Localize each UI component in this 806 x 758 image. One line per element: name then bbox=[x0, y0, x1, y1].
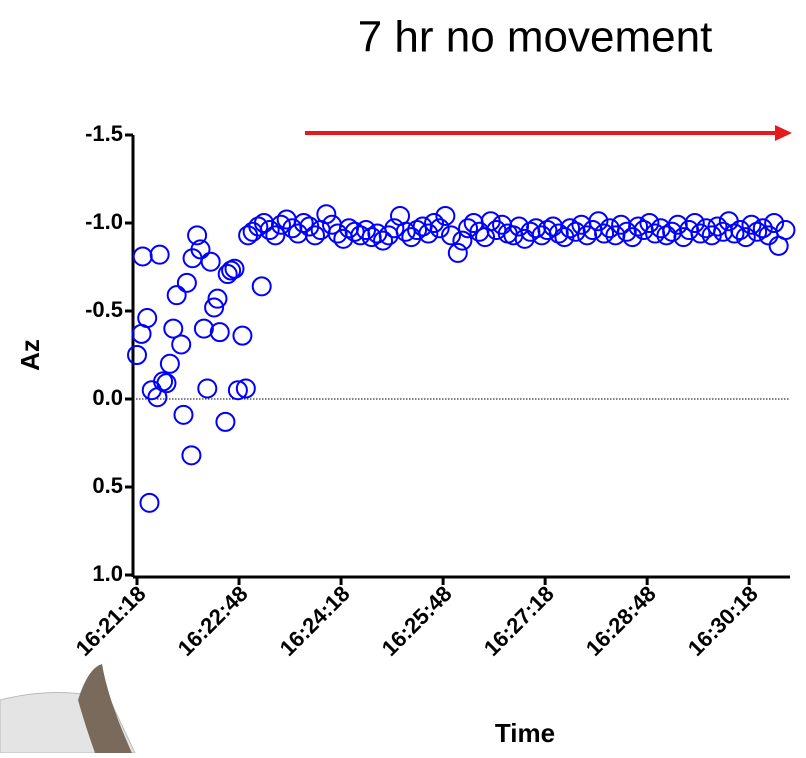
point bbox=[251, 276, 272, 297]
point bbox=[127, 345, 147, 365]
point bbox=[235, 378, 256, 399]
point bbox=[176, 272, 197, 293]
point bbox=[207, 288, 228, 309]
point bbox=[741, 214, 762, 235]
point bbox=[452, 230, 473, 251]
point bbox=[209, 322, 230, 343]
point bbox=[684, 213, 705, 233]
point bbox=[594, 223, 615, 244]
y-tick-label: -1.5 bbox=[85, 121, 123, 146]
point bbox=[424, 213, 445, 233]
x-axis-label: Time bbox=[495, 718, 555, 748]
point bbox=[265, 225, 286, 246]
point bbox=[560, 218, 581, 239]
point bbox=[190, 239, 211, 260]
point bbox=[193, 318, 214, 339]
point bbox=[747, 221, 768, 242]
y-tick-label: 0.5 bbox=[92, 473, 123, 498]
chart-title: 7 hr no movement bbox=[358, 13, 713, 62]
point bbox=[373, 230, 394, 251]
point bbox=[137, 308, 158, 329]
point bbox=[384, 218, 405, 239]
point bbox=[248, 216, 269, 237]
point bbox=[537, 220, 558, 241]
point bbox=[764, 213, 785, 233]
point bbox=[171, 334, 192, 355]
point bbox=[217, 264, 238, 285]
point bbox=[356, 220, 377, 241]
y-tick-label: -1.0 bbox=[85, 209, 123, 234]
point bbox=[187, 225, 208, 246]
point bbox=[628, 216, 649, 237]
point bbox=[159, 353, 180, 374]
point bbox=[441, 225, 462, 246]
x-tick-label: 16:30:18 bbox=[683, 581, 763, 661]
point bbox=[316, 204, 337, 225]
point bbox=[181, 445, 202, 466]
point bbox=[458, 218, 479, 239]
point bbox=[259, 220, 280, 241]
point bbox=[163, 318, 184, 339]
point bbox=[215, 411, 236, 432]
point bbox=[166, 285, 187, 306]
point bbox=[690, 223, 711, 244]
point bbox=[724, 223, 745, 244]
x-tick-label: 16:22:48 bbox=[173, 581, 253, 661]
point bbox=[407, 220, 428, 241]
fin bbox=[78, 664, 132, 753]
x-tick-label: 16:25:48 bbox=[377, 581, 457, 661]
x-tick-label: 16:27:18 bbox=[479, 581, 559, 661]
point bbox=[418, 223, 439, 244]
x-tick-label: 16:28:48 bbox=[581, 581, 661, 661]
point bbox=[775, 220, 796, 241]
point bbox=[139, 492, 160, 513]
point bbox=[200, 251, 221, 272]
point bbox=[232, 325, 253, 346]
point bbox=[149, 244, 170, 265]
point bbox=[242, 221, 263, 242]
y-tick-label: 1.0 bbox=[92, 561, 123, 586]
point bbox=[173, 404, 194, 425]
point bbox=[132, 246, 153, 267]
point bbox=[221, 260, 242, 281]
point bbox=[304, 225, 325, 246]
point bbox=[588, 211, 609, 232]
point bbox=[429, 218, 450, 239]
point bbox=[435, 205, 456, 226]
point bbox=[639, 213, 660, 233]
point bbox=[197, 378, 218, 399]
point bbox=[622, 227, 643, 248]
point bbox=[204, 297, 225, 318]
point bbox=[156, 373, 177, 394]
point bbox=[227, 380, 248, 401]
point bbox=[735, 227, 756, 248]
point bbox=[752, 218, 773, 239]
arrow-head bbox=[775, 125, 792, 141]
y-axis-label: Az bbox=[15, 339, 45, 371]
point bbox=[707, 216, 728, 237]
x-tick-label: 16:24:18 bbox=[275, 581, 355, 661]
x-tick-label: 16:21:18 bbox=[71, 581, 151, 661]
point bbox=[270, 214, 291, 235]
y-tick-label: -0.5 bbox=[85, 297, 123, 322]
point bbox=[293, 213, 314, 233]
shark-fin bbox=[0, 664, 136, 754]
point bbox=[447, 242, 468, 263]
y-tick-label: 0.0 bbox=[92, 385, 123, 410]
point bbox=[224, 258, 245, 279]
point bbox=[153, 371, 174, 392]
